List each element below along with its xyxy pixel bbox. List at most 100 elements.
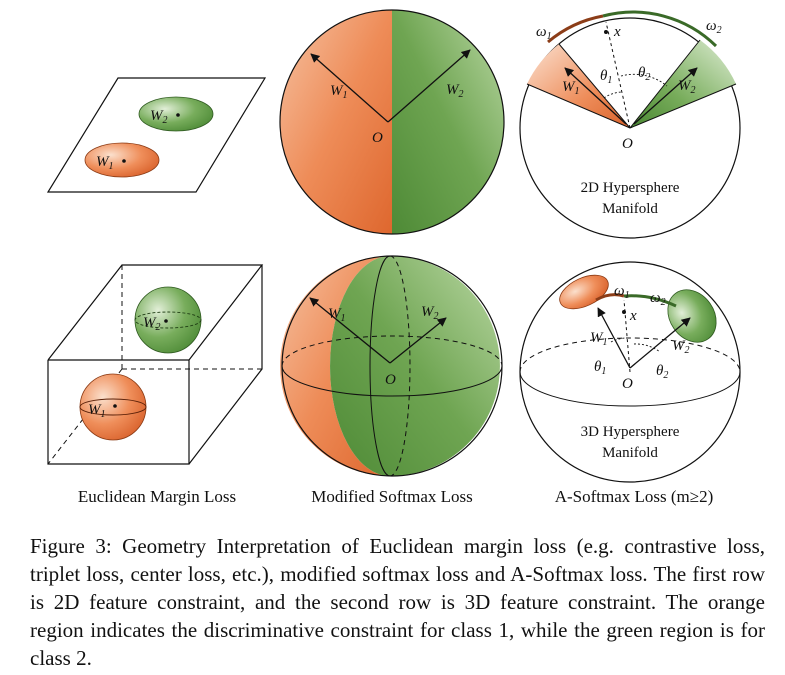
column-caption-euclidean: Euclidean Margin Loss	[78, 487, 236, 506]
w1-subscript: 1	[603, 337, 608, 348]
w2-label: W	[150, 108, 164, 124]
class1-sector	[527, 44, 630, 128]
w1-label: W	[88, 402, 102, 418]
theta2-arc	[620, 73, 668, 87]
svg-text:W2: W2	[143, 315, 161, 333]
w2-subscript: 2	[459, 89, 464, 100]
w2-label: W	[421, 304, 435, 320]
w2-vector	[389, 317, 447, 364]
svg-text:W1: W1	[328, 306, 346, 324]
omega2-subscript: 2	[717, 25, 722, 36]
x-point	[604, 30, 608, 34]
class2-hemisphere	[330, 256, 500, 476]
w1-subscript: 1	[343, 90, 348, 101]
svg-text:W2: W2	[446, 82, 464, 100]
meridian-front	[369, 255, 391, 477]
theta1-label: θ	[600, 68, 608, 84]
svg-text:W1: W1	[330, 83, 348, 101]
w2-label: W	[672, 338, 686, 354]
w2-subscript: 2	[434, 311, 439, 322]
w1-vector	[597, 307, 631, 369]
w1-subscript: 1	[341, 313, 346, 324]
theta2-arc	[633, 343, 661, 353]
class1-hemisphere	[280, 256, 390, 476]
omega2-label: ω	[706, 18, 717, 34]
w2-label: W	[446, 82, 460, 98]
feature-plane	[46, 77, 267, 193]
class1-sector-edge-b	[558, 43, 631, 129]
class1-region	[84, 142, 160, 178]
svg-text:W1: W1	[562, 79, 580, 97]
a-softmax-2d-panel: x W1 W2 θ1 θ2 ω1 ω2 O 2D Hypersphere Man…	[519, 10, 741, 239]
svg-text:W1: W1	[96, 154, 114, 172]
w1-subscript: 1	[101, 409, 106, 420]
figure-caption: Figure 3: Geometry Interpretation of Euc…	[30, 534, 765, 670]
w2-label: W	[143, 315, 157, 331]
w2-subscript: 2	[691, 85, 696, 96]
w1-label: W	[96, 154, 110, 170]
theta2-subscript: 2	[645, 72, 650, 83]
circle-outline	[279, 9, 505, 235]
w1-subscript: 1	[109, 161, 114, 172]
class1-sector-edge-a	[526, 83, 631, 129]
w1-vector	[564, 67, 627, 125]
origin-label: O	[385, 372, 396, 388]
theta2-subscript: 2	[663, 370, 668, 381]
x-label: x	[629, 308, 637, 324]
svg-text:W2: W2	[421, 304, 439, 322]
w2-vector	[387, 49, 471, 123]
w1-vector	[310, 53, 389, 123]
w2-label: W	[678, 78, 692, 94]
class1-half-circle	[280, 10, 392, 234]
svg-text:ω1: ω1	[536, 24, 552, 42]
x-point	[622, 310, 626, 314]
svg-text:ω1: ω1	[614, 283, 630, 301]
svg-text:W2: W2	[150, 108, 168, 126]
w2-subscript: 2	[156, 322, 161, 333]
class2-sphere-equator	[134, 311, 202, 329]
w1-label: W	[330, 83, 344, 99]
svg-text:θ2: θ2	[656, 363, 668, 381]
w1-label: W	[590, 330, 604, 346]
column-caption-a-softmax: A-Softmax Loss (m≥2)	[555, 487, 714, 506]
x-label: x	[613, 24, 621, 40]
omega2-arc	[623, 294, 677, 308]
omega2-subscript: 2	[661, 297, 666, 308]
class2-sector	[630, 40, 736, 128]
manifold-2d-line2: Manifold	[602, 201, 658, 217]
w2-subscript: 2	[685, 345, 690, 356]
w2-vector	[629, 317, 691, 369]
theta1-subscript: 1	[607, 75, 612, 86]
class2-region	[138, 96, 214, 132]
w2-subscript: 2	[163, 115, 168, 126]
svg-text:ω2: ω2	[706, 18, 722, 36]
box-right-edges	[188, 265, 263, 465]
theta1-subscript: 1	[601, 366, 606, 377]
svg-text:θ1: θ1	[600, 68, 612, 86]
class1-sphere-equator	[79, 398, 147, 416]
origin-label: O	[622, 376, 633, 392]
svg-text:ω2: ω2	[650, 290, 666, 308]
equator-back	[281, 335, 503, 367]
origin-label: O	[372, 130, 383, 146]
equator-front	[281, 365, 503, 397]
w1-center-dot	[122, 159, 126, 163]
svg-text:W2: W2	[678, 78, 696, 96]
theta1-label: θ	[594, 359, 602, 375]
x-dashed-line	[605, 21, 631, 129]
class2-cap	[667, 289, 717, 343]
class2-sector-edge-b	[629, 83, 737, 129]
omega1-label: ω	[614, 283, 625, 299]
theta2-label: θ	[638, 65, 646, 81]
theta1-arc	[603, 91, 622, 99]
a-softmax-3d-panel: x W1 W2 θ1 θ2 ω1 ω2 O 3D Hypersphere Man…	[519, 261, 741, 483]
svg-text:θ2: θ2	[638, 65, 650, 83]
svg-text:W2: W2	[672, 338, 690, 356]
equator-front	[519, 371, 741, 407]
omega1-subscript: 1	[625, 290, 630, 301]
class1-cap	[559, 274, 609, 310]
manifold-3d-line2: Manifold	[602, 445, 658, 461]
svg-text:W1: W1	[590, 330, 608, 348]
omega1-subscript: 1	[547, 31, 552, 42]
svg-text:W1: W1	[88, 402, 106, 420]
